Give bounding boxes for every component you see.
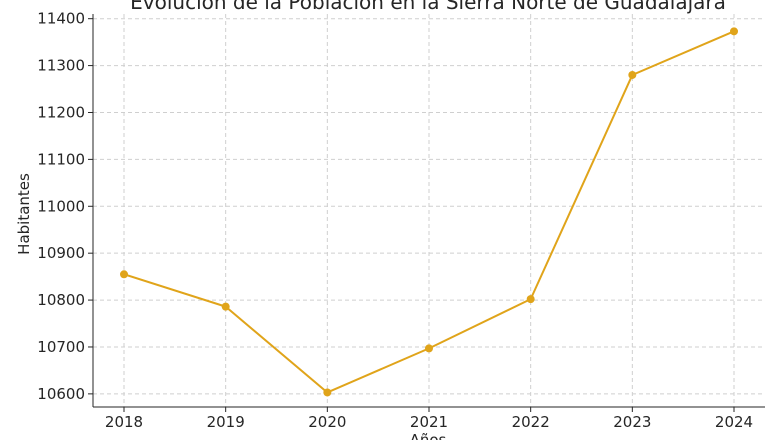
data-point: [628, 70, 637, 79]
x-tick-label: 2018: [105, 413, 143, 431]
y-tick-label: 11300: [37, 57, 85, 75]
x-tick-label: 2023: [613, 413, 651, 431]
data-point: [323, 388, 332, 397]
y-tick-label: 11000: [37, 197, 85, 215]
data-point: [730, 27, 738, 36]
y-axis-label: Habitantes: [15, 173, 33, 255]
data-point: [526, 295, 535, 304]
y-tick-label: 10700: [37, 338, 85, 356]
y-tick-label: 10800: [37, 291, 85, 309]
data-point: [221, 302, 230, 311]
x-axis-label: Años: [410, 431, 447, 440]
y-tick-label: 11200: [37, 103, 85, 121]
x-tick-label: 2021: [410, 413, 448, 431]
x-tick-label: 2024: [715, 413, 753, 431]
x-tick-label: 2019: [207, 413, 245, 431]
y-tick-label: 11100: [37, 150, 85, 168]
data-point: [425, 344, 433, 353]
series: [120, 27, 738, 397]
y-tick-label: 11400: [37, 10, 85, 28]
y-tick-label: 10600: [37, 385, 85, 403]
x-tick-label: 2020: [308, 413, 346, 431]
labels: Evolución de la Población en la Sierra N…: [15, 0, 726, 440]
axes: 10600 10700 10800 10900 11000 11100 11200 11300…: [37, 10, 765, 431]
chart-title: Evolución de la Población en la Sierra N…: [130, 0, 726, 14]
x-tick-label: 2022: [512, 413, 550, 431]
y-tick-label: 10900: [37, 244, 85, 262]
data-point: [120, 270, 128, 279]
